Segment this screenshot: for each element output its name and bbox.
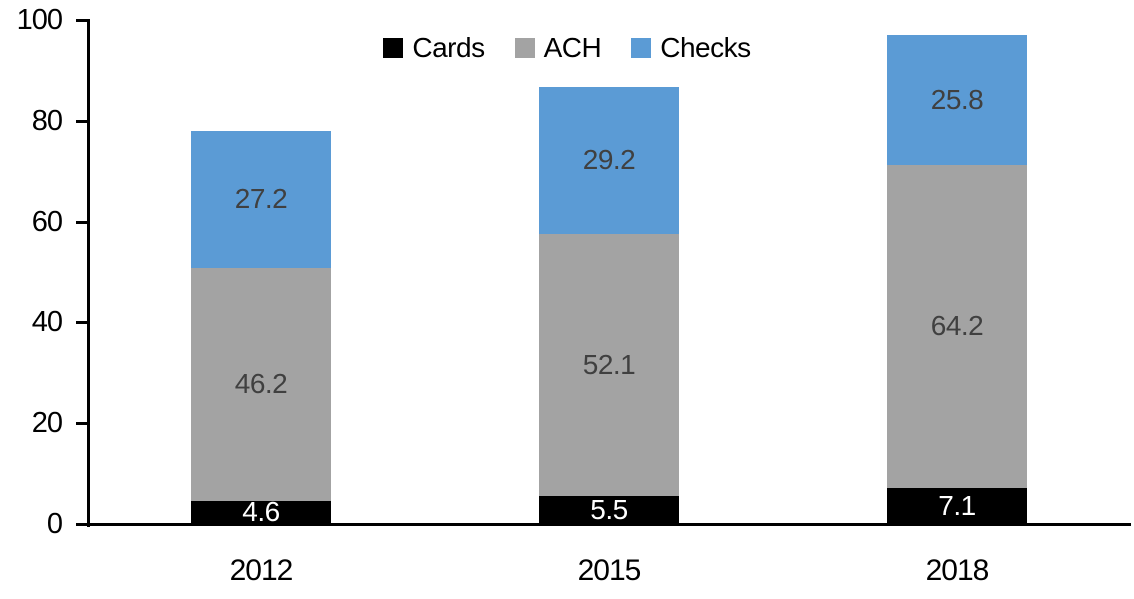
bar-segment-checks-2015: 29.2 <box>539 86 679 234</box>
segment-value-label: 5.5 <box>590 494 628 526</box>
legend-label-cards: Cards <box>412 32 485 63</box>
segment-value-label: 25.8 <box>930 83 984 115</box>
bar-segment-cards-2012: 4.6 <box>191 496 331 527</box>
bar-segment-checks-2012: 27.2 <box>191 130 331 268</box>
segment-value-label: 7.1 <box>938 490 976 522</box>
stacked-bar-2018: 7.1 64.2 25.8 <box>887 34 1027 524</box>
x-axis-line <box>87 523 1131 526</box>
legend-swatch-cards <box>383 38 404 58</box>
legend-swatch-checks <box>631 38 652 58</box>
legend-item-ach: ACH <box>514 32 602 64</box>
segment-value-label: 27.2 <box>234 183 288 215</box>
y-tick-label: 100 <box>16 4 63 36</box>
legend-swatch-ach <box>514 38 535 58</box>
legend-item-cards: Cards <box>383 32 485 64</box>
y-tick-label: 40 <box>31 306 63 339</box>
y-tick-mark <box>76 523 90 526</box>
y-tick-mark <box>76 220 90 224</box>
stacked-bar-2012: 4.6 46.2 27.2 <box>191 130 331 527</box>
x-axis-label-2012: 2012 <box>229 554 294 587</box>
y-tick-label: 0 <box>46 508 63 540</box>
segment-value-label: 4.6 <box>242 496 280 528</box>
y-tick-mark <box>76 321 90 325</box>
bar-segment-cards-2018: 7.1 <box>887 488 1027 524</box>
y-tick-label: 60 <box>31 205 63 238</box>
y-tick-label: 20 <box>31 407 63 440</box>
y-axis-line <box>87 19 90 527</box>
y-tick-mark <box>76 119 90 123</box>
x-axis-label-2018: 2018 <box>925 554 990 587</box>
bar-segment-ach-2015: 52.1 <box>539 233 679 497</box>
segment-value-label: 64.2 <box>930 310 984 342</box>
y-tick-mark <box>76 422 90 426</box>
chart-legend: Cards ACH Checks <box>0 31 1134 65</box>
segment-value-label: 46.2 <box>234 368 288 400</box>
stacked-bar-2015: 5.5 52.1 29.2 <box>539 86 679 526</box>
x-axis-label-2015: 2015 <box>577 554 642 587</box>
legend-label-checks: Checks <box>660 32 751 63</box>
y-tick-mark <box>76 19 90 22</box>
bar-segment-ach-2018: 64.2 <box>887 164 1027 489</box>
segment-value-label: 29.2 <box>582 144 636 176</box>
y-tick-label: 80 <box>31 104 63 137</box>
bar-segment-ach-2012: 46.2 <box>191 267 331 501</box>
bar-segment-checks-2018: 25.8 <box>887 34 1027 165</box>
legend-label-ach: ACH <box>543 32 602 63</box>
bar-segment-cards-2015: 5.5 <box>539 494 679 526</box>
segment-value-label: 52.1 <box>582 348 636 380</box>
legend-item-checks: Checks <box>631 32 751 64</box>
